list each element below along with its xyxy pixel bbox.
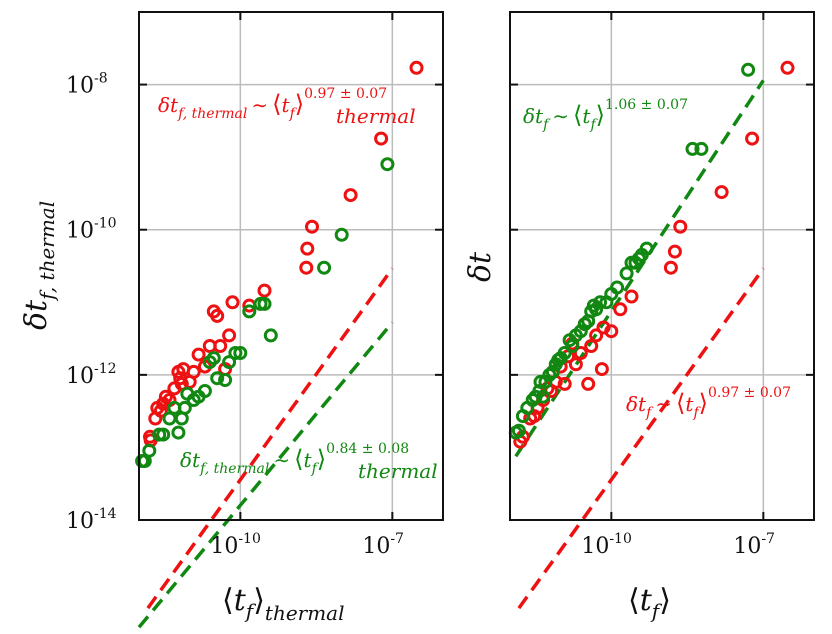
data-point [584,339,599,353]
y-tick-label: 10-14 [66,506,117,534]
data-point [191,347,206,362]
right-panel: 10-10 10-7 δtf ∼ ⟨tf⟩1.06 ± 0.07 δtf ∼ ⟨tf⟩0.… [463,11,815,623]
data-point [573,346,588,360]
data-point [142,443,157,458]
right-tick-labels: 10-10 10-7 [581,531,775,559]
data-point [536,389,551,404]
data-point [745,131,760,146]
data-point [581,376,596,391]
data-point [685,141,700,156]
data-point [557,346,572,360]
data-point [233,346,248,360]
data-point [225,295,240,310]
data-point [299,260,314,275]
data-point [613,302,628,317]
data-point [511,423,526,438]
left-red-fit-annotation-subscript: thermal [336,104,416,128]
data-point [545,364,560,379]
data-point [533,374,548,389]
data-point [409,60,424,75]
data-point [263,328,278,343]
data-point [153,403,168,418]
left-axes-frame [138,11,444,521]
fit-line [517,267,765,610]
data-point [213,339,228,353]
left-red-fit-annotation: δtf, thermal ∼ ⟨tf⟩0.97 ± 0.07 [158,86,387,122]
data-point [568,357,583,372]
left-green-fit-annotation-subscript: thermal [358,459,438,483]
data-point [667,244,682,259]
data-point [380,157,395,172]
data-point [186,364,201,379]
data-point [334,227,349,242]
y-tick-label: 10-8 [66,71,108,99]
left-x-axis-label: ⟨tf⟩thermal [222,583,345,625]
data-point [222,328,237,343]
right-fit-lines [514,79,765,610]
left-panel: 10-10 10-7 10-14 10-12 10-10 10-8 δtf, therma… [19,11,444,629]
data-point [663,260,678,275]
data-point [218,373,233,387]
right-y-axis-label: δt [463,251,498,282]
left-fit-lines [137,267,394,629]
right-red-fit-annotation: δtf ∼ ⟨tf⟩0.97 ± 0.07 [626,385,791,421]
data-point [300,241,315,256]
x-tick-label: 10-10 [210,531,261,559]
y-tick-label: 10-10 [66,216,117,244]
y-tick-label: 10-12 [66,361,117,389]
data-point [171,425,186,440]
data-point [222,355,237,370]
fit-line [146,267,394,610]
data-point [589,328,604,343]
data-point [257,283,272,298]
data-point [619,266,634,281]
right-data-points [508,60,795,449]
data-point [177,400,192,415]
data-point [610,280,625,295]
data-point [305,219,319,234]
data-point [624,289,639,304]
right-ticks [510,12,814,521]
left-ticks [139,12,443,521]
data-point [694,141,709,156]
data-point [206,351,221,366]
left-tick-labels: 10-10 10-7 10-14 10-12 10-10 10-8 [66,71,404,559]
data-point [374,131,389,146]
data-point [624,255,639,270]
data-point [593,295,608,310]
right-green-fit-annotation: δtf ∼ ⟨tf⟩1.06 ± 0.07 [523,97,688,133]
left-green-fit-annotation: δtf, thermal ∼ ⟨tf⟩0.84 ± 0.08 [180,441,409,477]
data-point [210,371,225,386]
data-point [714,185,729,200]
data-point [242,304,257,319]
data-point [343,188,358,203]
data-point [594,362,609,377]
data-point [197,384,212,398]
x-tick-label: 10-10 [581,531,632,559]
data-point [604,324,619,339]
x-tick-label: 10-7 [362,531,404,559]
data-point [673,219,688,234]
right-axes-frame [509,11,815,521]
data-point [210,308,225,323]
fit-line [137,321,394,629]
right-grid [510,12,814,520]
data-point [257,296,272,311]
right-x-axis-label: ⟨tf⟩ [628,583,671,623]
left-y-axis-label: δtf, thermal [19,201,59,330]
data-point [639,241,654,256]
data-point [557,376,572,391]
data-point [780,60,795,75]
x-tick-label: 10-7 [733,531,775,559]
left-data-points [135,60,424,468]
data-point [741,62,756,77]
data-point [228,346,243,360]
data-point [156,427,171,442]
data-point [317,260,332,275]
